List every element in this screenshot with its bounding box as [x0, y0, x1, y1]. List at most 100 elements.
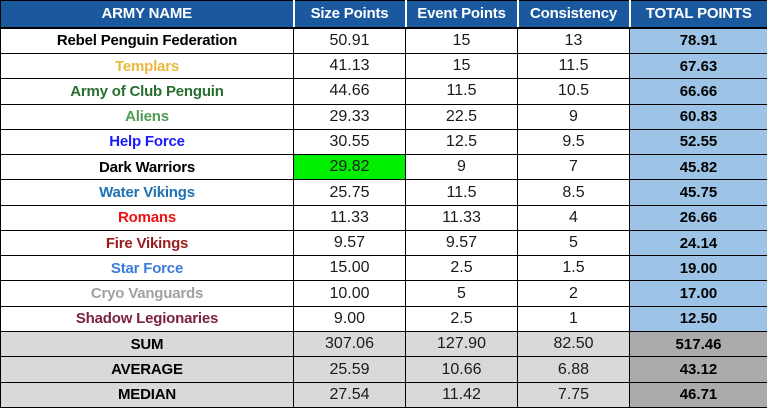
- army-name-cell[interactable]: Cryo Vanguards: [0, 280, 294, 307]
- army-row-shadow-legionaries: Shadow Legionaries 9.00 2.5 1 12.50: [0, 305, 767, 333]
- army-name-cell[interactable]: Help Force: [0, 128, 294, 156]
- army-row-army-of-club-penguin: Army of Club Penguin 44.66 11.5 10.5 66.66: [0, 78, 767, 105]
- army-row-fire-vikings: Fire Vikings 9.57 9.57 5 24.14: [0, 229, 767, 257]
- total-points-cell[interactable]: 24.14: [629, 229, 767, 257]
- size-points-cell[interactable]: 307.06: [293, 331, 406, 358]
- event-points-cell[interactable]: 15: [405, 52, 518, 80]
- size-points-cell[interactable]: 41.13: [293, 52, 406, 80]
- size-points-cell[interactable]: 50.91: [293, 27, 406, 54]
- summary-rows: SUM 307.06 127.90 82.50 517.46 AVERAGE 25.59 10…: [0, 331, 767, 408]
- army-row-cryo-vanguards: Cryo Vanguards 10.00 5 2 17.00: [0, 280, 767, 307]
- army-row-rebel-penguin-federation: Rebel Penguin Federation 50.91 15 13 78.91: [0, 27, 767, 54]
- event-points-cell[interactable]: 5: [405, 280, 518, 307]
- consistency-cell[interactable]: 13: [517, 27, 630, 54]
- army-name-cell[interactable]: Rebel Penguin Federation: [0, 27, 294, 54]
- event-points-cell[interactable]: 2.5: [405, 305, 518, 333]
- consistency-cell[interactable]: 9.5: [517, 128, 630, 156]
- army-name-cell[interactable]: Dark Warriors: [0, 154, 294, 181]
- army-row-help-force: Help Force 30.55 12.5 9.5 52.55: [0, 128, 767, 156]
- sum-label-cell[interactable]: SUM: [0, 331, 294, 358]
- median-label-cell[interactable]: MEDIAN: [0, 381, 294, 408]
- event-points-cell[interactable]: 10.66: [405, 356, 518, 383]
- size-points-cell[interactable]: 10.00: [293, 280, 406, 307]
- total-points-cell[interactable]: 26.66: [629, 204, 767, 231]
- consistency-cell[interactable]: 8.5: [517, 179, 630, 206]
- event-points-cell[interactable]: 11.42: [405, 381, 518, 408]
- size-points-cell[interactable]: 25.75: [293, 179, 406, 206]
- consistency-cell[interactable]: 2: [517, 280, 630, 307]
- army-name-cell[interactable]: Shadow Legionaries: [0, 305, 294, 333]
- consistency-cell[interactable]: 4: [517, 204, 630, 231]
- army-row-aliens: Aliens 29.33 22.5 9 60.83: [0, 103, 767, 130]
- consistency-cell[interactable]: 9: [517, 103, 630, 130]
- event-points-cell[interactable]: 12.5: [405, 128, 518, 156]
- event-points-cell[interactable]: 15: [405, 27, 518, 54]
- consistency-cell[interactable]: 7.75: [517, 381, 630, 408]
- army-name-cell[interactable]: Fire Vikings: [0, 229, 294, 257]
- median-row: MEDIAN 27.54 11.42 7.75 46.71: [0, 381, 767, 408]
- total-points-cell[interactable]: 78.91: [629, 27, 767, 54]
- column-header-consistency[interactable]: Consistency: [516, 0, 630, 29]
- event-points-cell[interactable]: 11.33: [405, 204, 518, 231]
- army-row-dark-warriors: Dark Warriors 29.82 9 7 45.82: [0, 154, 767, 181]
- consistency-cell[interactable]: 1: [517, 305, 630, 333]
- army-name-cell[interactable]: Templars: [0, 52, 294, 80]
- total-points-cell[interactable]: 43.12: [629, 356, 767, 383]
- column-header-size-points[interactable]: Size Points: [292, 0, 406, 29]
- army-row-water-vikings: Water Vikings 25.75 11.5 8.5 45.75: [0, 179, 767, 206]
- consistency-cell[interactable]: 82.50: [517, 331, 630, 358]
- column-header-army-name[interactable]: ARMY NAME: [0, 0, 294, 29]
- column-header-total-points[interactable]: TOTAL POINTS: [628, 0, 767, 29]
- army-row-templars: Templars 41.13 15 11.5 67.63: [0, 52, 767, 80]
- event-points-cell[interactable]: 22.5: [405, 103, 518, 130]
- size-points-cell[interactable]: 15.00: [293, 255, 406, 282]
- army-name-cell[interactable]: Aliens: [0, 103, 294, 130]
- total-points-cell[interactable]: 45.75: [629, 179, 767, 206]
- total-points-cell[interactable]: 19.00: [629, 255, 767, 282]
- consistency-cell[interactable]: 11.5: [517, 52, 630, 80]
- event-points-cell[interactable]: 11.5: [405, 78, 518, 105]
- total-points-cell[interactable]: 45.82: [629, 154, 767, 181]
- army-name-cell[interactable]: Water Vikings: [0, 179, 294, 206]
- army-row-romans: Romans 11.33 11.33 4 26.66: [0, 204, 767, 231]
- column-header-event-points[interactable]: Event Points: [404, 0, 518, 29]
- total-points-cell[interactable]: 52.55: [629, 128, 767, 156]
- average-label-cell[interactable]: AVERAGE: [0, 356, 294, 383]
- total-points-cell[interactable]: 17.00: [629, 280, 767, 307]
- consistency-cell[interactable]: 10.5: [517, 78, 630, 105]
- army-name-cell[interactable]: Army of Club Penguin: [0, 78, 294, 105]
- consistency-cell[interactable]: 6.88: [517, 356, 630, 383]
- size-points-cell[interactable]: 11.33: [293, 204, 406, 231]
- size-points-cell[interactable]: 44.66: [293, 78, 406, 105]
- average-row: AVERAGE 25.59 10.66 6.88 43.12: [0, 356, 767, 383]
- consistency-cell[interactable]: 5: [517, 229, 630, 257]
- army-row-star-force: Star Force 15.00 2.5 1.5 19.00: [0, 255, 767, 282]
- size-points-cell[interactable]: 30.55: [293, 128, 406, 156]
- size-points-cell[interactable]: 25.59: [293, 356, 406, 383]
- total-points-cell[interactable]: 60.83: [629, 103, 767, 130]
- size-points-cell[interactable]: 29.33: [293, 103, 406, 130]
- total-points-cell[interactable]: 517.46: [629, 331, 767, 358]
- army-name-cell[interactable]: Star Force: [0, 255, 294, 282]
- event-points-cell[interactable]: 2.5: [405, 255, 518, 282]
- event-points-cell[interactable]: 9: [405, 154, 518, 181]
- total-points-cell[interactable]: 46.71: [629, 381, 767, 408]
- event-points-cell[interactable]: 11.5: [405, 179, 518, 206]
- size-points-cell[interactable]: 27.54: [293, 381, 406, 408]
- total-points-cell[interactable]: 12.50: [629, 305, 767, 333]
- event-points-cell[interactable]: 127.90: [405, 331, 518, 358]
- consistency-cell[interactable]: 1.5: [517, 255, 630, 282]
- size-points-cell[interactable]: 9.57: [293, 229, 406, 257]
- header-row: ARMY NAME Size Points Event Points Consiste…: [0, 0, 767, 29]
- size-points-cell[interactable]: 9.00: [293, 305, 406, 333]
- total-points-cell[interactable]: 67.63: [629, 52, 767, 80]
- army-name-cell[interactable]: Romans: [0, 204, 294, 231]
- army-rows: Rebel Penguin Federation 50.91 15 13 78.91 Te…: [0, 27, 767, 333]
- event-points-cell[interactable]: 9.57: [405, 229, 518, 257]
- total-points-cell[interactable]: 66.66: [629, 78, 767, 105]
- consistency-cell[interactable]: 7: [517, 154, 630, 181]
- size-points-cell-highlighted[interactable]: 29.82: [293, 154, 406, 181]
- sum-row: SUM 307.06 127.90 82.50 517.46: [0, 331, 767, 358]
